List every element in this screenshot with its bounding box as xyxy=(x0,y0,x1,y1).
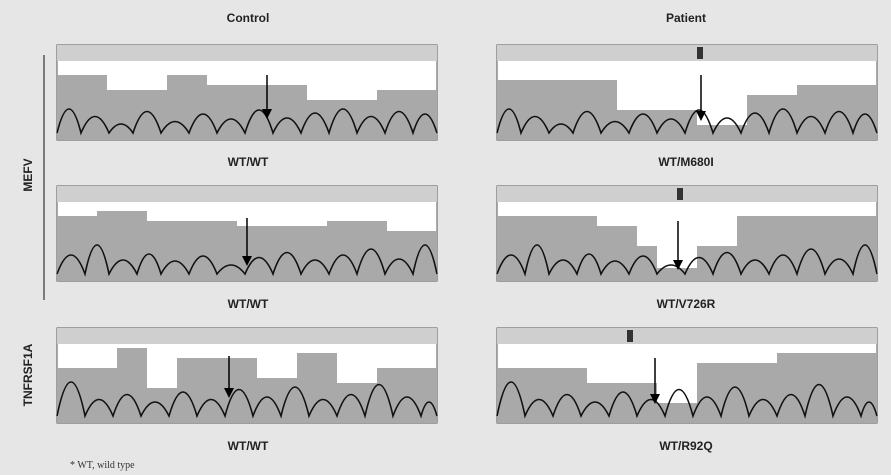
genotype-label: WT/WT xyxy=(228,297,269,311)
genotype-label: WT/R92Q xyxy=(659,439,712,453)
genotype-label: WT/M680I xyxy=(658,155,713,169)
column-title: Patient xyxy=(666,11,706,25)
genotype-label: WT/WT xyxy=(228,439,269,453)
chromatogram xyxy=(497,328,877,423)
column-title: Control xyxy=(227,11,270,25)
genotype-label: WT/WT xyxy=(228,155,269,169)
genotype-label: WT/V726R xyxy=(657,297,716,311)
chromatogram xyxy=(497,45,877,140)
chromatogram xyxy=(497,186,877,281)
chromatogram xyxy=(57,328,437,423)
chromatogram xyxy=(57,45,437,140)
gene-label: TNFRSF1A xyxy=(21,343,35,406)
figure: Control Patient MEFV TNFRSF1A WT/WT WT/M… xyxy=(0,0,891,475)
gene-label: MEFV xyxy=(21,158,35,191)
chromatogram xyxy=(57,186,437,281)
footnote: * WT, wild type xyxy=(70,460,135,471)
